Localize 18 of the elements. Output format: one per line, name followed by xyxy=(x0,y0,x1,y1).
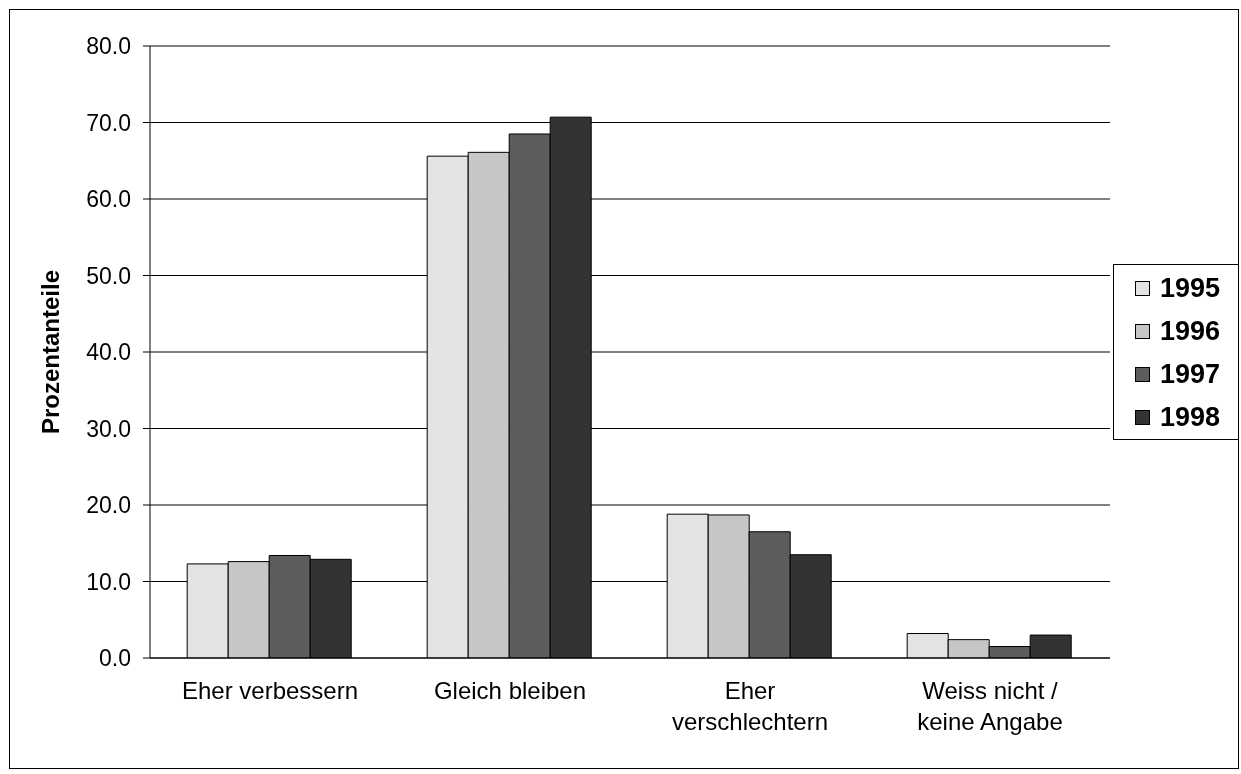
x-tick-label: Eher verbessern xyxy=(181,677,359,705)
y-tick-label: 20.0 xyxy=(86,492,131,519)
y-axis-title: Prozentanteile xyxy=(36,269,64,435)
y-tick-label: 80.0 xyxy=(86,33,131,60)
legend-label: 1998 xyxy=(1160,402,1221,432)
x-tick-label: Gleich bleiben xyxy=(433,677,587,705)
y-tick-label: 40.0 xyxy=(86,339,131,366)
y-tick-label: 10.0 xyxy=(86,568,131,595)
y-tick-label: 60.0 xyxy=(86,186,131,213)
y-tick-label: 0.0 xyxy=(99,645,131,672)
y-tick-label: 30.0 xyxy=(86,415,131,442)
legend-label: 1996 xyxy=(1160,316,1221,346)
x-tick-label: Eher verschlechtern xyxy=(671,677,829,736)
legend-label: 1997 xyxy=(1160,359,1221,389)
x-tick-label: Weiss nicht / keine Angabe xyxy=(917,677,1063,736)
y-tick-label: 70.0 xyxy=(86,109,131,136)
legend-label: 1995 xyxy=(1160,273,1221,303)
y-tick-label: 50.0 xyxy=(86,262,131,289)
